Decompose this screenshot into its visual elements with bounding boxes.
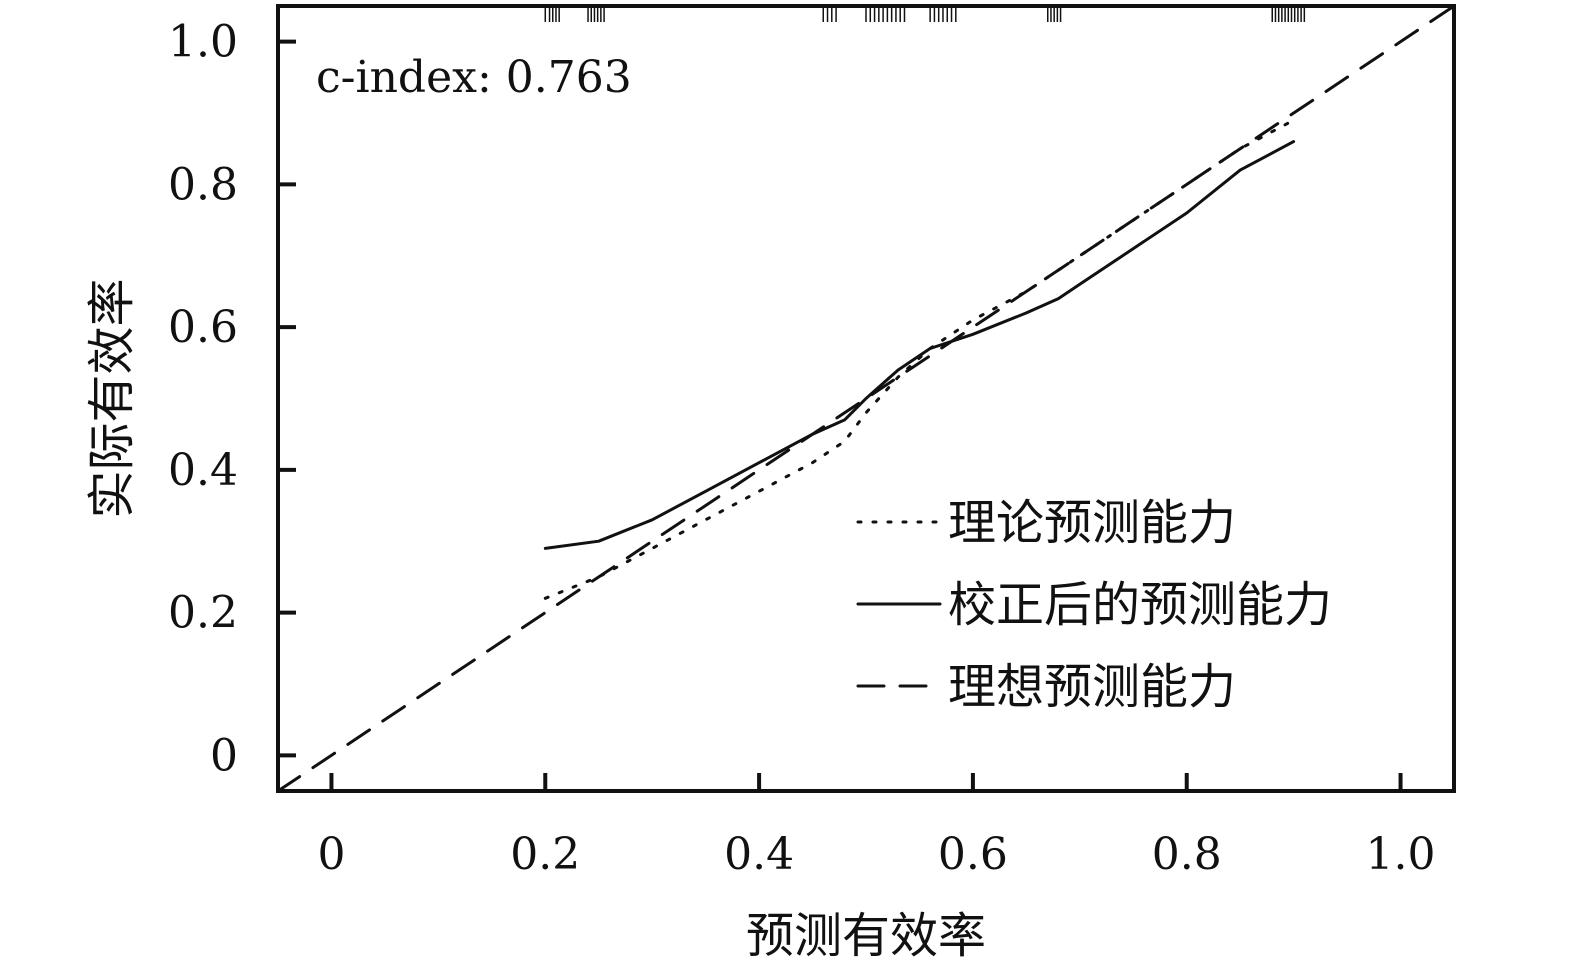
legend-label-corrected: 校正后的预测能力 bbox=[948, 577, 1332, 633]
c-index-annotation: c-index: 0.763 bbox=[316, 52, 632, 103]
y-tick-label: 0.2 bbox=[168, 588, 238, 639]
y-tick-label: 0.8 bbox=[168, 159, 238, 210]
legend-label-ideal: 理想预测能力 bbox=[948, 659, 1236, 715]
y-tick-label: 0.4 bbox=[168, 445, 238, 496]
x-axis-title: 预测有效率 bbox=[746, 908, 986, 964]
x-tick-label: 1.0 bbox=[1366, 829, 1436, 880]
x-tick-label: 0.8 bbox=[1152, 829, 1222, 880]
y-tick-label: 1.0 bbox=[168, 17, 238, 68]
y-tick-label: 0 bbox=[210, 730, 238, 781]
series-line-0 bbox=[543, 118, 1296, 600]
y-tick-label: 0.6 bbox=[168, 302, 238, 353]
rug-marks bbox=[544, 6, 1306, 22]
legend: 理论预测能力 校正后的预测能力 理想预测能力 bbox=[856, 495, 1332, 715]
y-axis-title: 实际有效率 bbox=[84, 278, 140, 518]
x-axis: 0 0.2 0.4 0.6 0.8 1.0 bbox=[317, 773, 1436, 880]
legend-label-theoretical: 理论预测能力 bbox=[948, 495, 1236, 551]
x-tick-label: 0.2 bbox=[510, 829, 580, 880]
y-axis: 0 0.2 0.4 0.6 0.8 1.0 bbox=[168, 17, 296, 781]
x-tick-label: 0.4 bbox=[724, 829, 794, 880]
series-line-2 bbox=[276, 4, 1456, 793]
x-tick-label: 0.6 bbox=[938, 829, 1008, 880]
series-layer bbox=[276, 4, 1456, 793]
series-line-1 bbox=[543, 140, 1296, 550]
x-tick-label: 0 bbox=[317, 829, 345, 880]
